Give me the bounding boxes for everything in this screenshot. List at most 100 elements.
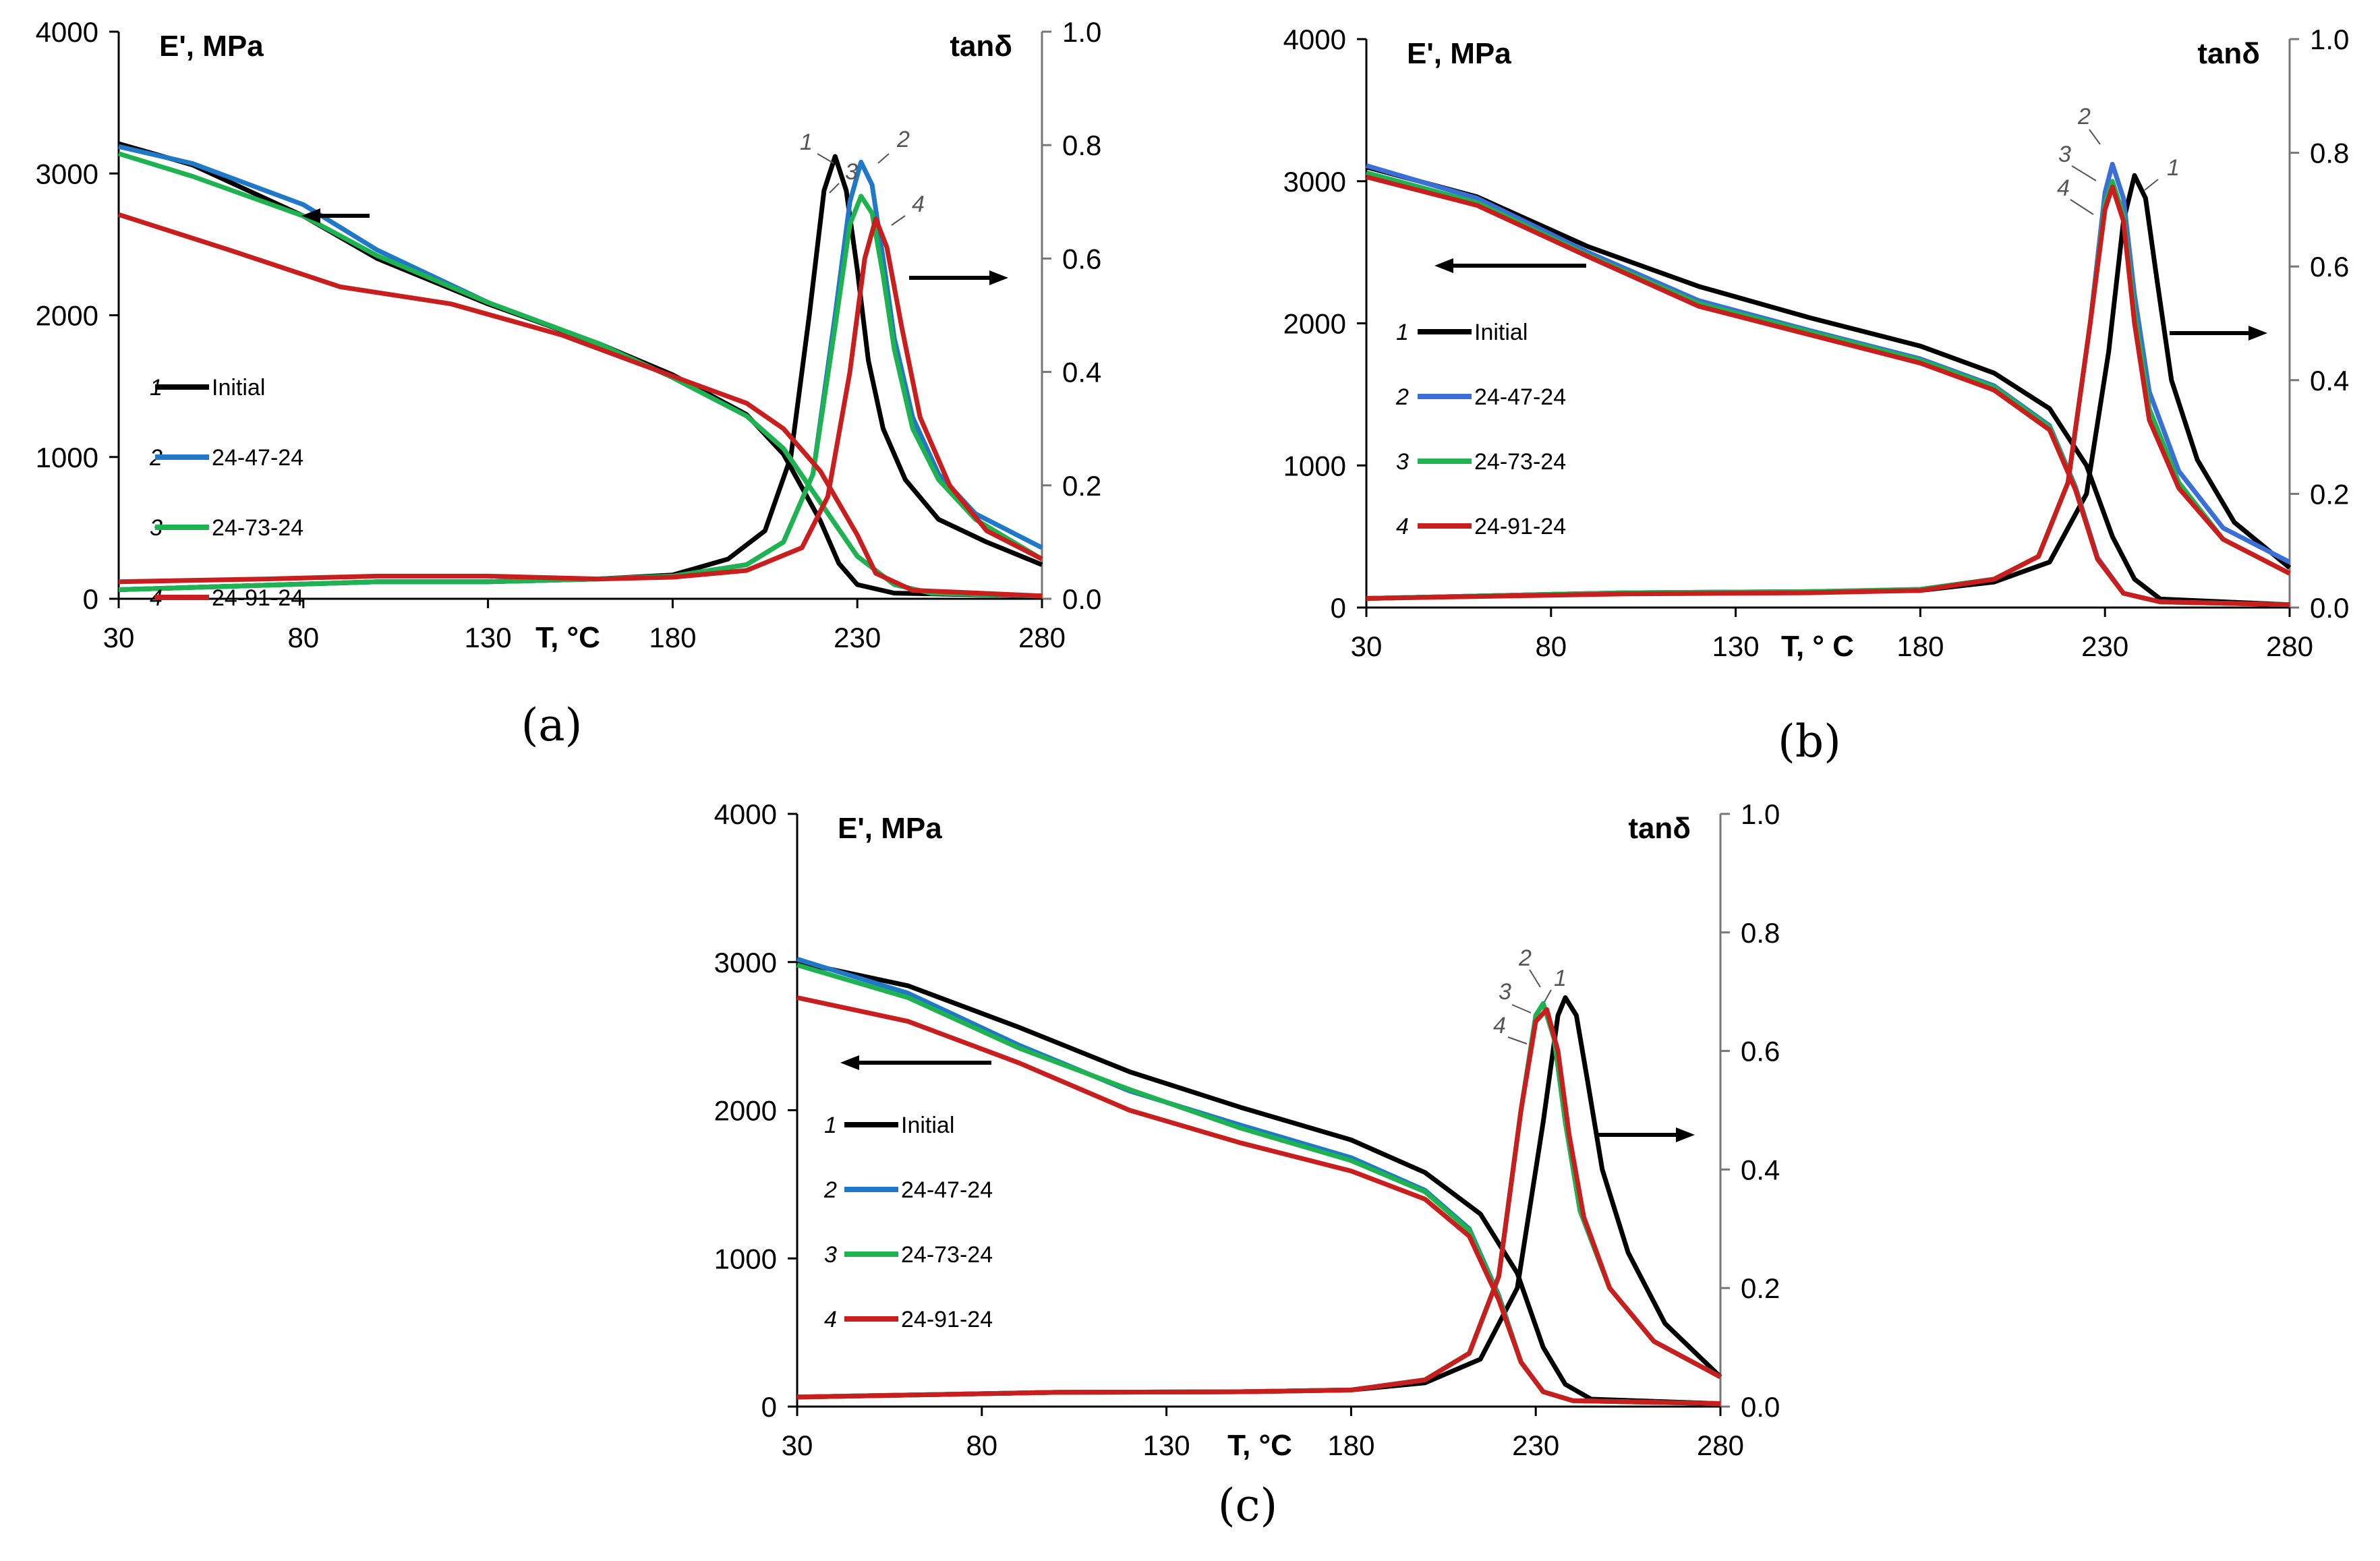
- legend-label: 24-73-24: [901, 1242, 993, 1268]
- legend-label: Initial: [1474, 320, 1528, 345]
- legend-label: 24-47-24: [212, 445, 303, 471]
- x-axis-title: T, °C: [1227, 1429, 1292, 1462]
- legend-number: 1: [1396, 320, 1409, 345]
- series-line-modulus-4: [1366, 175, 2290, 608]
- legend-number: 4: [824, 1307, 837, 1332]
- curve-number-label: 2: [1518, 945, 1532, 971]
- curve-number-label: 1: [800, 129, 813, 155]
- legend-label: 24-91-24: [212, 585, 303, 611]
- left-arrow-head: [840, 1055, 859, 1070]
- legend-label: 24-73-24: [1474, 449, 1566, 475]
- legend-number: 2: [823, 1177, 837, 1203]
- curve-number-label: 4: [1493, 1013, 1506, 1038]
- y-left-tick-label: 0: [83, 583, 98, 615]
- series-line-tan-delta-4: [118, 216, 1043, 585]
- y-left-tick-label: 0: [1331, 592, 1346, 624]
- legend-label: Initial: [901, 1113, 954, 1138]
- y-left-tick-label: 3000: [36, 158, 98, 189]
- series-line-modulus-1: [796, 960, 1721, 1407]
- legend-label: 24-91-24: [1474, 514, 1566, 539]
- left-arrow-head: [301, 208, 320, 223]
- y-left-tick-label: 2000: [1283, 308, 1346, 340]
- legend-label: Initial: [212, 375, 265, 401]
- y-right-tick-label: 0.6: [2310, 251, 2349, 283]
- x-tick-label: 130: [1712, 630, 1760, 662]
- y-right-tick-label: 0.4: [1741, 1154, 1780, 1185]
- y-right-tick-label: 0.8: [1062, 129, 1101, 161]
- y-left-axis-title: E', MPa: [159, 30, 264, 63]
- curve-number-label: 1: [1554, 966, 1567, 991]
- y-right-tick-label: 0.6: [1062, 243, 1101, 274]
- series-line-tan-delta-4: [1366, 184, 2291, 601]
- legend-label: 24-73-24: [212, 515, 303, 541]
- series-line-modulus-4: [796, 995, 1721, 1407]
- legend-number: 1: [824, 1113, 837, 1138]
- y-left-axis-title: E', MPa: [1407, 37, 1511, 70]
- right-arrow-head: [1676, 1127, 1695, 1142]
- x-tick-label: 230: [2081, 630, 2128, 662]
- y-left-tick-label: 2000: [714, 1095, 777, 1127]
- y-right-tick-label: 1.0: [1062, 16, 1101, 48]
- curve-callout-line: [1511, 1004, 1532, 1013]
- curve-callout-line: [829, 183, 840, 194]
- curve-number-label: 3: [1499, 979, 1511, 1005]
- y-right-axis-title: tanδ: [1628, 812, 1691, 845]
- y-right-tick-label: 0.8: [1741, 917, 1780, 949]
- y-left-tick-label: 3000: [1283, 166, 1346, 198]
- chart-panel-a: 0 1000 2000 3000 4000 0.0 0.2 0.4 0.6 0.8 1.0 30 80 1…: [36, 16, 1102, 751]
- curve-callout-line: [2071, 165, 2097, 181]
- curve-callout-line: [2070, 199, 2094, 215]
- curve-callout-line: [877, 153, 890, 164]
- y-right-tick-label: 0.4: [2310, 365, 2349, 396]
- curve-number-label: 1: [2167, 155, 2180, 181]
- curve-callout-line: [817, 153, 834, 164]
- chart-panel-b: 0 1000 2000 3000 4000 0.0 0.2 0.4 0.6 0.8 1.0 30 80 1…: [1283, 24, 2350, 767]
- x-tick-label: 30: [782, 1430, 813, 1461]
- x-tick-label: 80: [1535, 630, 1567, 662]
- series-line-tan-delta-4: [796, 1007, 1722, 1400]
- curve-callout-line: [1507, 1036, 1528, 1044]
- curve-number-label: 3: [845, 159, 858, 185]
- y-right-axis-title: tanδ: [2197, 37, 2260, 70]
- right-arrow-head: [989, 270, 1008, 285]
- y-left-tick-label: 1000: [714, 1243, 777, 1274]
- y-left-tick-label: 1000: [36, 442, 98, 473]
- y-right-tick-label: 0.2: [1741, 1272, 1780, 1304]
- y-left-tick-label: 4000: [36, 16, 98, 48]
- curve-number-label: 4: [912, 192, 925, 217]
- x-tick-label: 180: [1896, 630, 1944, 662]
- legend-label: 24-47-24: [901, 1177, 993, 1203]
- curve-callout-line: [1529, 969, 1541, 988]
- x-tick-label: 130: [1143, 1430, 1190, 1461]
- x-tick-label: 30: [1351, 630, 1383, 662]
- x-tick-label: 130: [465, 622, 512, 653]
- y-right-tick-label: 0.2: [2310, 478, 2349, 510]
- series-line-modulus-1: [1366, 165, 2290, 608]
- legend-label: 24-47-24: [1474, 384, 1566, 410]
- curve-number-label: 4: [2057, 175, 2070, 201]
- y-right-axis-title: tanδ: [950, 30, 1012, 63]
- legend-number: 3: [824, 1242, 837, 1268]
- x-tick-label: 230: [834, 622, 881, 653]
- x-tick-label: 280: [2266, 630, 2313, 662]
- curve-number-label: 2: [2077, 104, 2091, 129]
- x-axis-title: T, °C: [535, 621, 600, 654]
- y-right-tick-label: 0.0: [1062, 583, 1101, 615]
- chart-panel-c: 0 1000 2000 3000 4000 0.0 0.2 0.4 0.6 0.8 1.0 30 80 1…: [714, 798, 1780, 1531]
- panel-label: (c): [1218, 1479, 1277, 1531]
- y-left-tick-label: 1000: [1283, 450, 1346, 481]
- panel-label: (a): [521, 699, 583, 751]
- x-tick-label: 280: [1697, 1430, 1744, 1461]
- x-tick-label: 180: [649, 622, 696, 653]
- series-line-modulus-4: [117, 212, 1043, 599]
- curve-callout-line: [891, 215, 906, 226]
- y-left-tick-label: 3000: [714, 947, 777, 978]
- x-tick-label: 180: [1327, 1430, 1374, 1461]
- y-left-tick-label: 2000: [36, 300, 98, 332]
- y-right-tick-label: 0.0: [1741, 1391, 1780, 1423]
- y-right-tick-label: 0.2: [1062, 470, 1101, 502]
- y-right-tick-label: 0.4: [1062, 357, 1101, 388]
- legend-label: 24-91-24: [901, 1307, 993, 1332]
- curve-callout-line: [1544, 989, 1552, 1003]
